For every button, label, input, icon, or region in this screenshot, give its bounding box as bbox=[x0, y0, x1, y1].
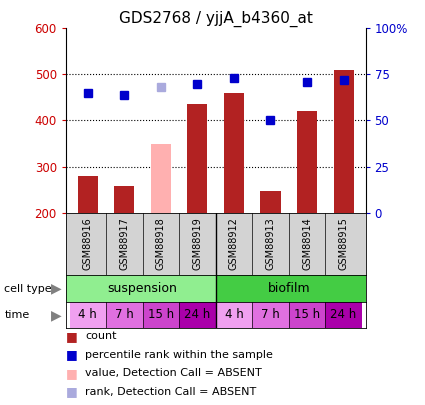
Text: GSM88912: GSM88912 bbox=[229, 217, 239, 271]
Text: count: count bbox=[85, 331, 116, 341]
Text: 15 h: 15 h bbox=[148, 308, 174, 322]
Bar bbox=[78, 176, 98, 213]
Text: ▶: ▶ bbox=[51, 308, 62, 322]
Text: ■: ■ bbox=[66, 367, 78, 380]
Text: 4 h: 4 h bbox=[224, 308, 244, 322]
Bar bbox=[106, 302, 143, 328]
Bar bbox=[297, 111, 317, 213]
Text: suspension: suspension bbox=[108, 282, 178, 295]
Text: 4 h: 4 h bbox=[79, 308, 97, 322]
Bar bbox=[325, 302, 362, 328]
Bar bbox=[179, 302, 216, 328]
Bar bbox=[334, 70, 354, 213]
Bar bbox=[261, 190, 280, 213]
Title: GDS2768 / yjjA_b4360_at: GDS2768 / yjjA_b4360_at bbox=[119, 11, 313, 27]
Text: ▶: ▶ bbox=[51, 281, 62, 296]
Bar bbox=[224, 93, 244, 213]
Bar bbox=[215, 302, 252, 328]
Bar bbox=[215, 275, 366, 302]
Text: 24 h: 24 h bbox=[184, 308, 210, 322]
Text: GSM88919: GSM88919 bbox=[193, 217, 202, 271]
Text: GSM88916: GSM88916 bbox=[83, 217, 93, 271]
Bar bbox=[70, 302, 106, 328]
Text: GSM88913: GSM88913 bbox=[266, 217, 275, 271]
Text: 24 h: 24 h bbox=[331, 308, 357, 322]
Text: ■: ■ bbox=[66, 348, 78, 361]
Text: GSM88915: GSM88915 bbox=[339, 217, 348, 271]
Bar bbox=[151, 143, 171, 213]
Bar bbox=[289, 302, 325, 328]
Bar bbox=[66, 275, 215, 302]
Text: 7 h: 7 h bbox=[261, 308, 280, 322]
Bar bbox=[252, 302, 289, 328]
Bar bbox=[114, 186, 134, 213]
Text: 7 h: 7 h bbox=[115, 308, 134, 322]
Text: rank, Detection Call = ABSENT: rank, Detection Call = ABSENT bbox=[85, 387, 256, 397]
Text: 15 h: 15 h bbox=[294, 308, 320, 322]
Bar bbox=[143, 302, 179, 328]
Text: time: time bbox=[4, 310, 29, 320]
Bar bbox=[187, 104, 207, 213]
Text: value, Detection Call = ABSENT: value, Detection Call = ABSENT bbox=[85, 369, 262, 378]
Text: cell type: cell type bbox=[4, 284, 52, 294]
Text: ■: ■ bbox=[66, 330, 78, 343]
Text: GSM88918: GSM88918 bbox=[156, 217, 166, 271]
Text: biofilm: biofilm bbox=[267, 282, 310, 295]
Text: ■: ■ bbox=[66, 386, 78, 399]
Text: GSM88914: GSM88914 bbox=[302, 217, 312, 271]
Text: GSM88917: GSM88917 bbox=[119, 217, 129, 271]
Text: percentile rank within the sample: percentile rank within the sample bbox=[85, 350, 273, 360]
